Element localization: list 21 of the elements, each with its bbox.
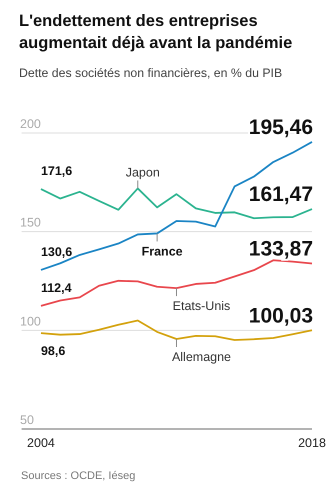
data-label: 112,4	[40, 280, 72, 295]
y-tick-label: 200	[20, 117, 41, 131]
series-label: Etats-Unis	[172, 299, 230, 314]
y-tick-label: 50	[20, 413, 34, 427]
data-label: 171,6	[40, 164, 72, 178]
x-tick-label: 2018	[298, 436, 326, 450]
data-label: 98,6	[40, 344, 66, 358]
series-label: France	[142, 244, 183, 258]
series-label: Allemagne	[172, 350, 232, 364]
chart-subtitle: Dette des sociétés non financières, en % du PIB	[19, 66, 282, 80]
data-label: 161,47	[248, 183, 313, 206]
y-tick-label: 150	[20, 216, 41, 230]
chart-title: L'endettement des entreprises augmentait déjà avant la pandémie	[19, 12, 292, 52]
source-note: Sources : OCDE, Iéseg	[21, 470, 136, 482]
y-tick-label: 100	[20, 314, 41, 328]
data-label: 130,6	[40, 244, 72, 259]
data-label: 195,46	[248, 116, 313, 139]
data-label: 100,03	[248, 304, 313, 328]
x-tick-label: 2004	[27, 436, 55, 450]
data-label: 133,87	[248, 237, 313, 260]
series-label: Japon	[126, 165, 160, 180]
